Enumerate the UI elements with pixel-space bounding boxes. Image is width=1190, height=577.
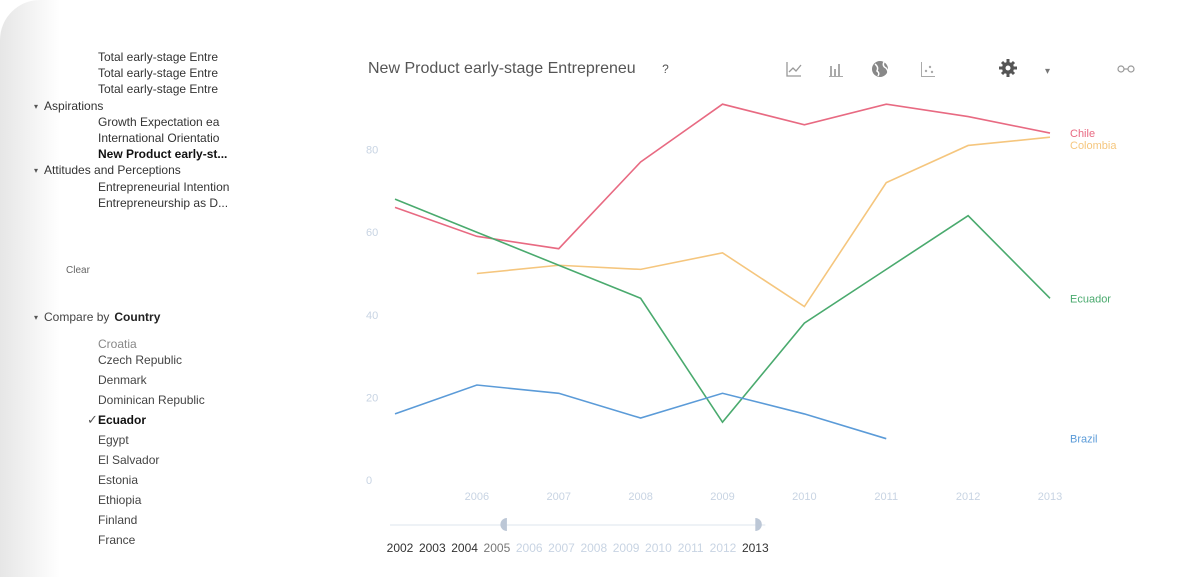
- x-tick-label: 2010: [792, 491, 816, 503]
- y-axis: 0 20 40 60 80: [366, 145, 378, 487]
- tree-item[interactable]: Entrepreneurship as D...: [98, 196, 228, 210]
- series-label-ecuador: Ecuador: [1070, 293, 1111, 305]
- series-line-chile[interactable]: [394, 103, 1051, 250]
- series-line-brazil[interactable]: [394, 384, 887, 440]
- gear-icon[interactable]: [999, 59, 1017, 77]
- y-tick-label: 80: [366, 145, 378, 157]
- timeline-year[interactable]: 2006: [516, 541, 543, 555]
- timeline-year[interactable]: 2008: [580, 541, 607, 555]
- tree-item-label: Entrepreneurial Intention: [98, 179, 230, 194]
- timeline-year[interactable]: 2013: [742, 541, 769, 555]
- series-label-chile: Chile: [1070, 128, 1095, 140]
- bar-chart-icon[interactable]: [829, 64, 843, 77]
- country-item[interactable]: France: [98, 533, 136, 547]
- country-item[interactable]: Dominican Republic: [98, 393, 205, 407]
- globe-icon[interactable]: [872, 61, 889, 77]
- timeline-slider[interactable]: 2002 2003 2004 2005 2006 2007 2008 2009 2010 2011…: [387, 518, 769, 555]
- tree-item-label: Aspirations: [44, 98, 104, 113]
- help-icon[interactable]: ?: [662, 62, 669, 76]
- chart-title-text: New Product early-stage Entrepreneu: [368, 60, 636, 77]
- tree-item-label: New Product early-st...: [98, 147, 228, 162]
- tree-item-label: International Orientatio: [98, 131, 220, 145]
- country-item[interactable]: Estonia: [98, 473, 139, 487]
- settings-caret-icon[interactable]: ▾: [1045, 66, 1050, 77]
- expand-toggle-icon[interactable]: ▾: [34, 166, 39, 176]
- country-item[interactable]: Ecuador: [98, 413, 147, 427]
- country-item[interactable]: El Salvador: [98, 453, 160, 467]
- y-tick-label: 0: [366, 475, 372, 487]
- x-tick-label: 2006: [465, 491, 489, 503]
- tree-group[interactable]: ▾ Aspirations: [34, 99, 103, 115]
- timeline-year[interactable]: 2003: [419, 541, 446, 555]
- expand-toggle-icon[interactable]: ▾: [34, 101, 39, 111]
- tree-item-label: Growth Expectation ea: [98, 114, 220, 129]
- country-item[interactable]: Czech Republic: [98, 353, 183, 367]
- timeline-year[interactable]: 2011: [678, 541, 704, 555]
- tree-item-label: Total early-stage Entre: [98, 66, 219, 81]
- compare-by-toggle-icon[interactable]: ▾: [34, 313, 39, 322]
- chart-title[interactable]: New Product early-stage Entrepreneu ?: [368, 60, 669, 78]
- sidebar: Total early-stage Entre Total early-stage…: [0, 0, 330, 577]
- tree-item[interactable]: Total early-stage Entre: [98, 50, 218, 64]
- x-tick-label: 2011: [874, 491, 898, 503]
- series-lines: [394, 103, 1051, 440]
- timeline-year[interactable]: 2007: [548, 541, 575, 555]
- tree-item[interactable]: Total early-stage Entre: [98, 66, 218, 80]
- timeline-year[interactable]: 2004: [451, 541, 478, 555]
- timeline-start-handle[interactable]: [500, 518, 507, 531]
- x-tick-label: 2013: [1038, 491, 1062, 503]
- timeline-end-handle[interactable]: [755, 518, 762, 531]
- country-item[interactable]: Croatia: [98, 338, 137, 350]
- series-line-colombia[interactable]: [476, 136, 1051, 308]
- timeline-year[interactable]: 2012: [710, 541, 737, 555]
- y-tick-label: 40: [366, 310, 378, 322]
- x-tick-label: 2012: [956, 491, 980, 503]
- country-item[interactable]: Ethiopia: [98, 493, 142, 507]
- tree-item-label: Total early-stage Entre: [98, 50, 219, 64]
- sidebar-shade: [0, 0, 60, 577]
- tree-item-label: Entrepreneurship as D...: [98, 195, 229, 210]
- tree-group[interactable]: ▾ Attitudes and Perceptions: [34, 163, 181, 179]
- x-tick-label: 2009: [710, 491, 734, 503]
- country-list: Croatia Czech Republic Denmark Dominican R…: [98, 338, 205, 550]
- compare-by-value[interactable]: Country: [114, 310, 161, 324]
- line-chart-icon[interactable]: [786, 62, 802, 77]
- scatter-icon[interactable]: [921, 62, 935, 77]
- tree-item[interactable]: Total early-stage Entre: [98, 82, 218, 96]
- country-item[interactable]: Egypt: [98, 433, 129, 447]
- timeline-year[interactable]: 2010: [645, 541, 672, 555]
- compare-by-control[interactable]: ▾ Compare by Country: [34, 310, 160, 324]
- series-label-colombia: Colombia: [1070, 140, 1117, 152]
- tree-item-label: Attitudes and Perceptions: [44, 163, 181, 178]
- country-item[interactable]: Finland: [98, 513, 138, 527]
- timeline-year[interactable]: 2002: [387, 541, 414, 555]
- x-tick-label: 2007: [547, 491, 571, 503]
- tree-item-label: Total early-stage Entre: [98, 82, 219, 97]
- x-tick-label: 2008: [628, 491, 652, 503]
- series-label-brazil: Brazil: [1070, 434, 1098, 446]
- tree-item[interactable]: International Orientatio: [98, 131, 219, 145]
- tree-item[interactable]: Growth Expectation ea: [98, 115, 219, 129]
- link-icon[interactable]: [1117, 65, 1135, 73]
- y-tick-label: 20: [366, 392, 378, 404]
- timeline-year[interactable]: 2009: [613, 541, 640, 555]
- compare-by-prefix: Compare by: [44, 310, 110, 324]
- tree-item[interactable]: New Product early-st...: [98, 147, 227, 161]
- tree-item[interactable]: Entrepreneurial Intention: [98, 180, 229, 194]
- y-tick-label: 60: [366, 227, 378, 239]
- ecuador-check-icon: ✓: [87, 412, 98, 427]
- timeline-year[interactable]: 2005: [484, 541, 511, 555]
- x-axis: 2006 2007 2008 2009 2010 2011 2012 2013: [465, 491, 1063, 503]
- series-line-ecuador[interactable]: [394, 198, 1051, 424]
- country-item[interactable]: Denmark: [98, 373, 147, 387]
- clear-button[interactable]: Clear: [66, 265, 90, 276]
